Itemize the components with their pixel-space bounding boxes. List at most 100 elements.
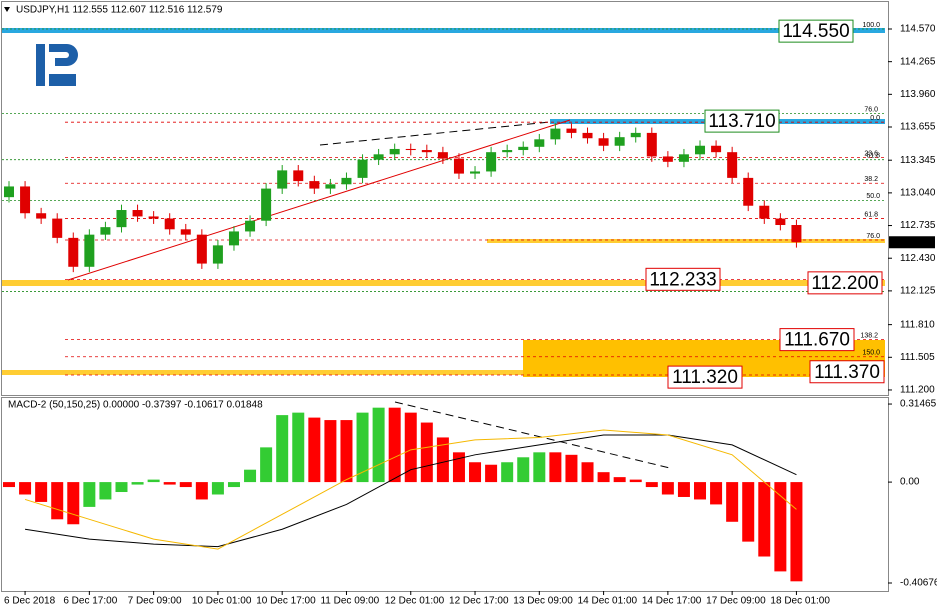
histogram-bar [485, 464, 498, 483]
y-tick-label: 112.125 [900, 286, 936, 297]
y-tick-label: 112.735 [900, 220, 936, 231]
candle-body [453, 158, 464, 174]
x-tick-label: 11 Dec 09:00 [320, 596, 379, 607]
level-box [778, 19, 854, 43]
divergence-line [394, 401, 671, 469]
fib-label: 150.0 [862, 350, 880, 357]
macd-line [24, 429, 797, 550]
x-tick-label: 7 Dec 09:00 [128, 596, 182, 607]
histogram-bar [260, 447, 273, 483]
histogram-bar [211, 482, 224, 495]
y-tick-label: 114.570 [900, 24, 936, 35]
histogram-bar [565, 454, 578, 483]
logo [36, 44, 78, 86]
histogram-bar [356, 412, 369, 483]
candle-body [4, 186, 14, 198]
price-panel [1, 1, 889, 396]
histogram-bar [67, 482, 80, 525]
macd-panel [1, 397, 889, 592]
histogram-bar [131, 482, 144, 485]
fib-label: 61.8 [864, 211, 878, 218]
logo-bar [36, 44, 45, 86]
histogram-bar [420, 422, 433, 483]
candle-body [695, 145, 706, 155]
histogram-bar [3, 482, 15, 488]
candle-body [743, 177, 754, 206]
candle-body [534, 139, 545, 147]
candle-body [325, 184, 336, 189]
candle-body [678, 154, 689, 162]
histogram-bar [452, 452, 465, 483]
histogram-bar [549, 452, 562, 483]
candle-body [421, 150, 432, 153]
x-tick-label: 12 Dec 01:00 [385, 596, 445, 607]
histogram-bar [308, 417, 321, 483]
x-tick-label: 10 Dec 01:00 [192, 596, 252, 607]
histogram-bar [179, 482, 192, 488]
level-box [667, 365, 743, 389]
histogram-bar [324, 420, 337, 483]
histogram-bar [244, 469, 257, 483]
candle-body [180, 229, 191, 235]
candle-body [148, 216, 159, 219]
histogram-bar [613, 477, 626, 483]
histogram-bar [340, 420, 353, 483]
y-tick-label: 114.265 [900, 56, 936, 67]
x-tick-label: 13 Dec 09:00 [513, 596, 573, 607]
histogram-bar [163, 482, 176, 485]
histogram-bar [147, 479, 160, 483]
histogram-bar [51, 482, 64, 520]
support-band [487, 239, 885, 243]
candle-body [646, 132, 657, 157]
fib-label: 23.6 [864, 150, 878, 157]
histogram-bar [372, 407, 385, 483]
x-tick-label: 6 Dec 17:00 [63, 596, 117, 607]
histogram-bar [517, 457, 530, 483]
candle-body [791, 225, 802, 243]
fib-label: 61.8 [866, 153, 880, 160]
histogram-bar [501, 462, 514, 483]
level-label: 111.320 [672, 367, 738, 388]
level-label: 111.670 [784, 330, 850, 351]
candle-body [470, 171, 481, 174]
histogram-bar [19, 482, 32, 495]
candle-body [100, 227, 111, 235]
fib-label: 38.2 [864, 176, 878, 183]
level-box [704, 109, 780, 133]
x-tick-label: 12 Dec 17:00 [449, 596, 509, 607]
candle-body [373, 154, 384, 160]
histogram-bar [99, 482, 112, 500]
candle-body [36, 213, 47, 219]
histogram-bar [694, 482, 707, 500]
candle-body [582, 132, 593, 139]
candle-body [309, 181, 320, 189]
current-price-tag [889, 236, 935, 249]
candle-body [550, 128, 561, 140]
y-tick-label: 113.040 [900, 188, 936, 199]
candle-body [261, 188, 272, 221]
candle-body [20, 186, 31, 214]
level-label: 113.710 [708, 111, 775, 132]
candle-body [662, 156, 673, 162]
macd-title: MACD-2 (50,150,25) 0.00000 -0.37397 -0.1… [8, 400, 263, 411]
histogram-bar [35, 482, 48, 502]
level-box [779, 328, 855, 352]
histogram-bar [629, 479, 642, 483]
price-title: USDJPY,H1 112.555 112.607 112.516 112.57… [16, 5, 223, 16]
candle-body [357, 159, 368, 178]
fib-label: 100.0 [862, 22, 880, 29]
candle-body [630, 132, 641, 138]
histogram-bar [292, 412, 305, 483]
level-label: 114.550 [782, 21, 849, 42]
histogram-bar [533, 452, 546, 483]
histogram-bar [790, 482, 803, 582]
candle-body [437, 152, 448, 159]
candle-body [389, 148, 400, 155]
candle-body [566, 128, 577, 133]
candle-body [775, 218, 786, 226]
x-tick-label: 10 Dec 17:00 [256, 596, 316, 607]
histogram-bar [726, 482, 739, 522]
x-tick-label: 17 Dec 09:00 [706, 596, 766, 607]
histogram-bar [227, 482, 240, 488]
